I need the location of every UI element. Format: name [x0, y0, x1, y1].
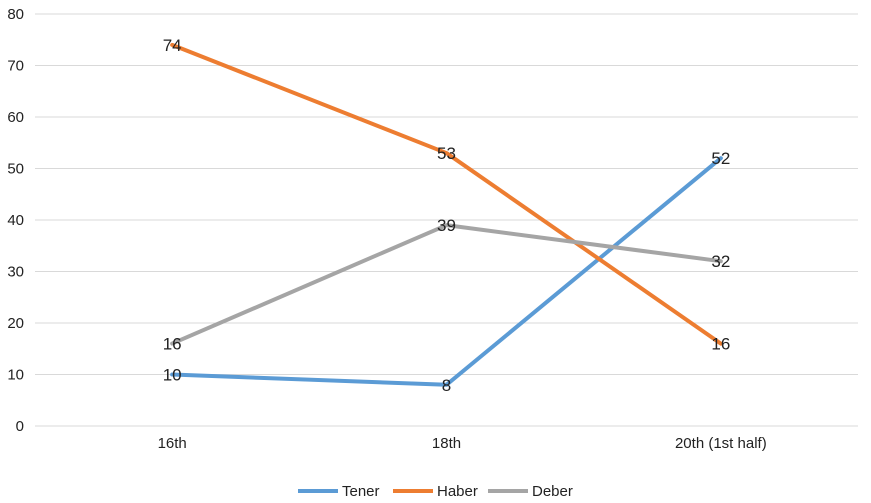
data-label-deber-1: 39 [437, 216, 456, 235]
data-label-haber-0: 74 [163, 36, 182, 55]
y-tick-label-40: 40 [7, 212, 24, 229]
y-tick-label-0: 0 [16, 418, 24, 435]
series-line-deber [170, 223, 723, 346]
x-tick-label-1: 18th [432, 435, 461, 452]
legend-label-haber: Haber [437, 483, 478, 500]
y-tick-label-70: 70 [7, 58, 24, 75]
y-tick-label-30: 30 [7, 264, 24, 281]
data-labels: 10 8 52 74 53 16 16 39 32 [163, 36, 731, 395]
x-axis-tick-labels: 16th 18th 20th (1st half) [158, 435, 767, 452]
y-axis-tick-labels: 0 10 20 30 40 50 60 70 80 [7, 6, 24, 435]
data-label-haber-1: 53 [437, 144, 456, 163]
data-label-tener-0: 10 [163, 366, 182, 385]
x-tick-label-0: 16th [158, 435, 187, 452]
legend: Tener Haber Deber [298, 483, 573, 500]
series-line-haber [170, 42, 723, 346]
series-line-tener [170, 156, 723, 387]
y-tick-label-60: 60 [7, 109, 24, 126]
x-tick-label-2: 20th (1st half) [675, 435, 767, 452]
data-label-haber-2: 16 [711, 335, 730, 354]
legend-label-deber: Deber [532, 483, 573, 500]
y-tick-label-80: 80 [7, 6, 24, 23]
data-label-deber-2: 32 [711, 252, 730, 271]
y-tick-label-50: 50 [7, 161, 24, 178]
data-label-deber-0: 16 [163, 335, 182, 354]
legend-label-tener: Tener [342, 483, 380, 500]
data-label-tener-2: 52 [711, 149, 730, 168]
series-lines [170, 42, 723, 387]
data-label-tener-1: 8 [442, 376, 451, 395]
y-tick-label-10: 10 [7, 367, 24, 384]
y-tick-label-20: 20 [7, 315, 24, 332]
